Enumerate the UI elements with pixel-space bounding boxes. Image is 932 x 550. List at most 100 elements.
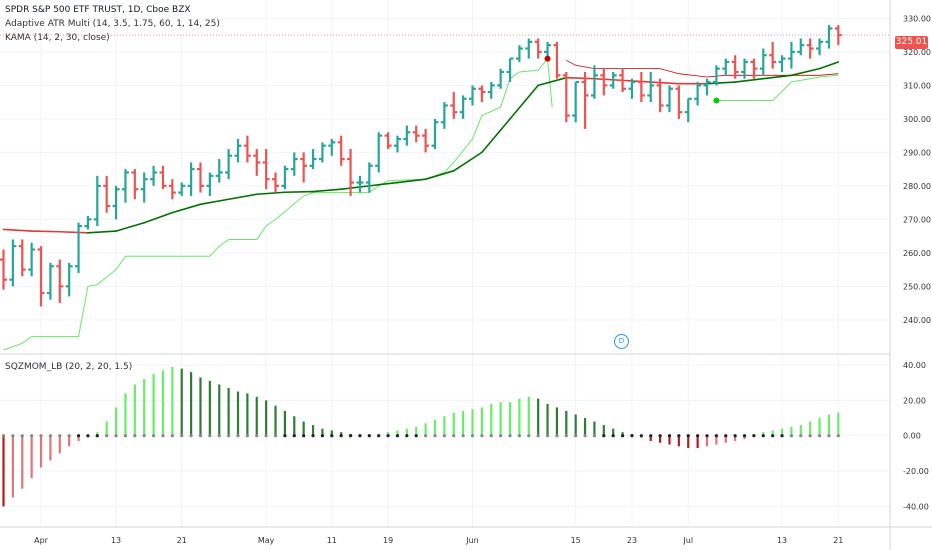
squeeze-dot (273, 434, 278, 438)
ohlc-bar (619, 68, 627, 93)
squeeze-dot (105, 434, 109, 438)
dividend-marker-icon[interactable]: D (614, 334, 629, 349)
ohlc-bar (581, 71, 589, 129)
kama-line-segment (2, 228, 33, 232)
squeeze-dot (330, 434, 334, 438)
momentum-tick-label: -40.00 (903, 502, 929, 511)
ohlc-bar (590, 65, 598, 99)
squeeze-dot (67, 434, 71, 438)
kama-line-segment (509, 84, 539, 120)
momentum-pane[interactable] (1, 366, 840, 507)
ohlc-bar (262, 149, 270, 190)
squeeze-dot (527, 434, 531, 438)
ohlc-bar (422, 128, 430, 153)
price-pane[interactable] (0, 25, 890, 351)
ohlc-bar (290, 152, 298, 176)
ohlc-bar (318, 142, 326, 163)
squeeze-dot (358, 434, 362, 438)
ohlc-bar (525, 38, 533, 59)
squeeze-dot (611, 434, 615, 438)
ohlc-bar (46, 262, 54, 300)
ohlc-bar (694, 82, 702, 106)
squeeze-dot (377, 434, 381, 438)
ohlc-bar (75, 222, 83, 273)
squeeze-dot (545, 434, 550, 438)
ohlc-bar (431, 118, 439, 150)
squeeze-dot (433, 434, 437, 438)
kama-line-segment (593, 77, 624, 82)
kama-line-segment (537, 76, 568, 87)
squeeze-dot (283, 434, 287, 438)
ohlc-bar (356, 175, 364, 193)
squeeze-dot (583, 434, 587, 438)
ohlc-bar (440, 102, 448, 129)
ohlc-bar (28, 242, 36, 277)
squeeze-dot (592, 434, 597, 438)
symbol-title: SPDR S&P 500 ETF TRUST, 1D, Cboe BZX (5, 5, 191, 15)
kama-indicator-legend[interactable]: KAMA (14, 2, 30, close) (5, 33, 110, 43)
ohlc-bar (178, 182, 186, 196)
squeeze-dot (639, 434, 643, 438)
ohlc-bar (65, 262, 73, 297)
kama-line-segment (762, 74, 793, 80)
time-tick-label: Jun (465, 536, 479, 545)
time-tick-label: 11 (327, 536, 337, 545)
ohlc-bar (816, 38, 824, 56)
kama-line-segment (368, 181, 399, 187)
squeeze-dot (752, 434, 756, 438)
ohlc-bar (553, 41, 561, 79)
momentum-indicator-legend[interactable]: SQZMOM_LB (20, 2, 20, 1.5) (5, 362, 133, 372)
kama-line-segment (312, 188, 342, 193)
squeeze-dot (667, 434, 672, 438)
squeeze-dot (827, 434, 831, 438)
price-tick-label: 250.00 (903, 282, 931, 291)
time-tick-label: 19 (383, 536, 393, 545)
ohlc-bar (487, 82, 495, 99)
ohlc-bar (187, 162, 195, 196)
squeeze-dot (424, 434, 428, 438)
squeeze-dot (780, 434, 784, 438)
squeeze-dot (95, 434, 99, 438)
ohlc-bar (365, 162, 373, 193)
squeeze-dot (245, 434, 249, 438)
squeeze-dot (20, 434, 24, 438)
ohlc-bar (675, 85, 683, 119)
kama-line-segment (621, 79, 652, 83)
squeeze-dot (817, 434, 822, 438)
ohlc-bar (93, 175, 101, 227)
ohlc-bar (272, 172, 280, 193)
ohlc-bar (9, 239, 17, 287)
ohlc-bar (684, 97, 692, 123)
ohlc-bar (741, 58, 749, 79)
squeeze-dot (76, 434, 81, 438)
ohlc-bar (515, 45, 523, 62)
squeeze-dot (442, 434, 446, 438)
ohlc-bar (234, 138, 242, 163)
ohlc-bar (56, 259, 64, 304)
squeeze-dot (151, 434, 156, 438)
kama-line-segment (734, 77, 765, 83)
squeeze-dot (11, 434, 15, 438)
ohlc-bar (347, 149, 355, 196)
ohlc-bar (337, 135, 345, 166)
momentum-tick-label: 40.00 (903, 361, 926, 370)
squeeze-dot (123, 434, 128, 438)
squeeze-dot (142, 434, 146, 438)
ohlc-bar (375, 132, 383, 173)
squeeze-dot (58, 434, 62, 438)
ohlc-bar (731, 55, 739, 79)
atr-indicator-legend[interactable]: Adaptive ATR Multi (14, 3.5, 1.75, 60, 1… (5, 19, 220, 29)
ohlc-bar (609, 71, 617, 89)
squeeze-dot (602, 434, 606, 438)
squeeze-dot (170, 434, 174, 438)
squeeze-dot (198, 434, 203, 438)
squeeze-dot (517, 434, 522, 438)
squeeze-dot (489, 434, 493, 438)
squeeze-dot (264, 434, 268, 438)
squeeze-dot (227, 434, 231, 438)
time-tick-label: 21 (833, 536, 843, 545)
atr-signal-dot (544, 55, 551, 62)
squeeze-dot (86, 434, 90, 438)
ohlc-bar (825, 25, 833, 49)
